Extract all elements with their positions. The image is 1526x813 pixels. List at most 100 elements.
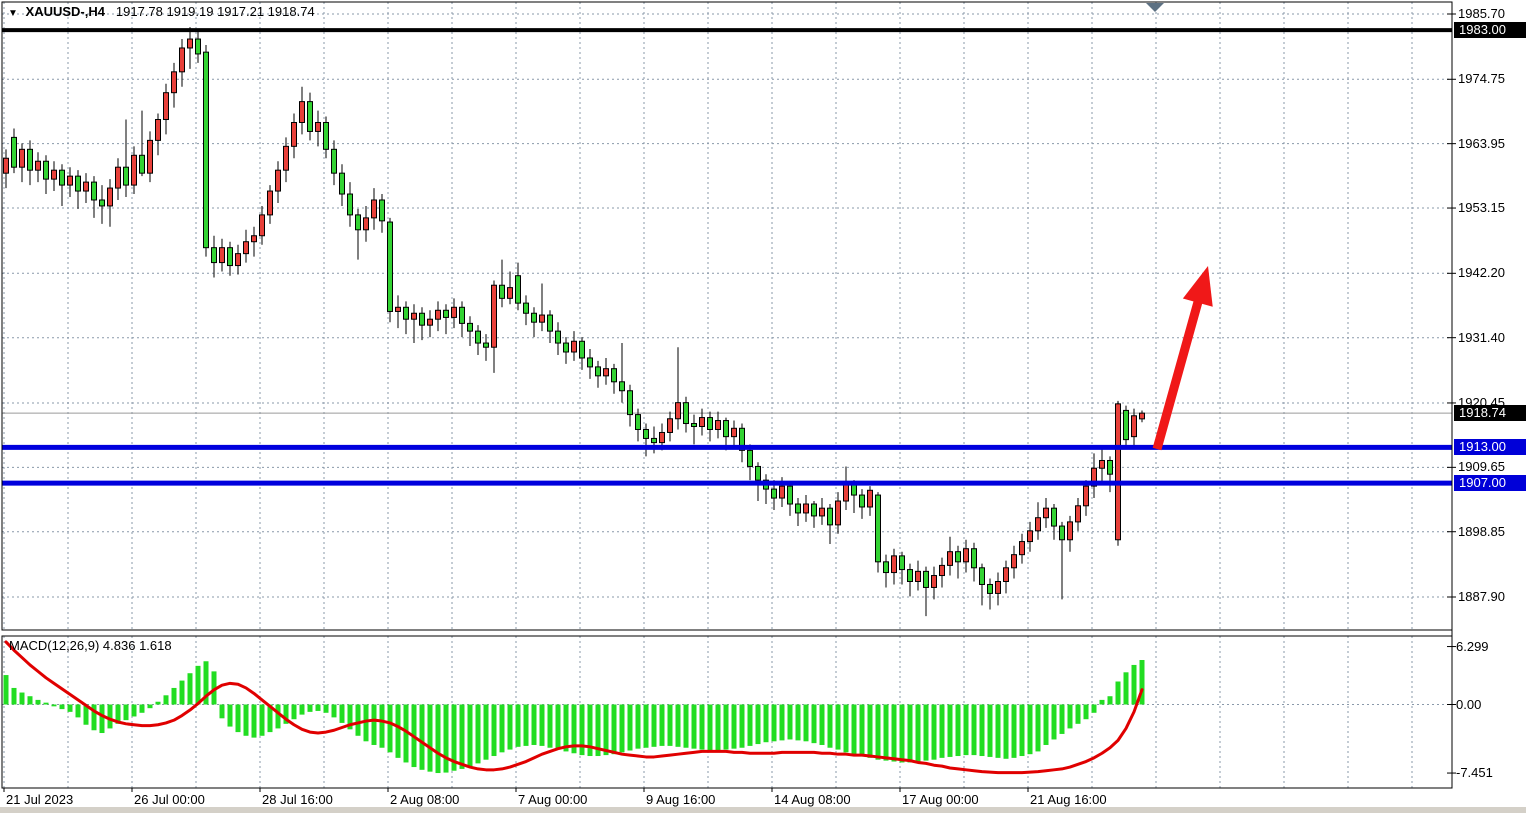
candle <box>379 199 385 222</box>
macd-histogram-bar <box>1003 704 1009 759</box>
macd-histogram-bar <box>131 704 137 717</box>
candle <box>931 575 937 588</box>
macd-histogram-bar <box>331 704 337 718</box>
macd-histogram-bar <box>107 704 113 729</box>
candle <box>83 181 89 192</box>
candle <box>291 121 297 147</box>
time-axis-label: 26 Jul 00:00 <box>134 792 205 807</box>
macd-histogram-bar <box>1035 704 1041 752</box>
macd-histogram-bar <box>387 704 393 753</box>
time-axis-label: 9 Aug 16:00 <box>646 792 716 807</box>
time-axis-label: 14 Aug 08:00 <box>774 792 851 807</box>
macd-histogram-bar <box>835 704 841 750</box>
macd-histogram-bar <box>851 704 857 755</box>
macd-histogram-bar <box>955 704 961 757</box>
candle <box>811 503 817 517</box>
candle <box>75 175 81 192</box>
candle <box>411 312 417 320</box>
candle <box>35 160 41 171</box>
candle <box>643 428 649 439</box>
candle <box>1083 485 1089 507</box>
candle <box>195 38 201 55</box>
macd-histogram-bar <box>51 704 57 707</box>
candle <box>547 314 553 332</box>
candle <box>51 169 57 180</box>
macd-histogram-bar <box>163 695 169 705</box>
price-axis-label: 1985.70 <box>1458 6 1505 21</box>
price-axis-label: 1931.40 <box>1458 329 1505 345</box>
candle <box>723 420 729 438</box>
candle <box>155 119 161 141</box>
macd-histogram-bar <box>755 704 761 745</box>
macd-histogram-bar <box>779 704 785 741</box>
macd-histogram-bar <box>907 704 913 763</box>
candle <box>747 449 753 467</box>
macd-indicator-label: MACD(12,26,9) 4.836 1.618 <box>9 638 172 653</box>
macd-histogram-bar <box>883 704 889 761</box>
macd-histogram-bar <box>627 704 633 751</box>
macd-histogram-bar <box>1123 672 1129 705</box>
macd-histogram-bar <box>427 704 433 772</box>
candle <box>995 580 1001 594</box>
candle <box>227 247 233 267</box>
macd-histogram-bar <box>811 704 817 744</box>
candle <box>1107 459 1113 475</box>
macd-axis-label: 6.299 <box>1456 638 1489 654</box>
candle <box>523 302 529 314</box>
macd-histogram-bar <box>867 704 873 758</box>
candle <box>555 330 561 344</box>
candle <box>683 402 689 425</box>
macd-histogram-bar <box>395 704 401 758</box>
candle <box>675 402 681 420</box>
price-axis-label: 1909.65 <box>1458 459 1505 475</box>
candle <box>947 551 953 566</box>
candle <box>251 235 257 243</box>
time-axis-label: 2 Aug 08:00 <box>390 792 460 807</box>
candle <box>27 148 33 171</box>
candle <box>499 284 505 299</box>
macd-histogram-bar <box>139 704 145 713</box>
candle <box>395 306 401 312</box>
candle <box>859 494 865 508</box>
time-axis-label: 17 Aug 00:00 <box>902 792 979 807</box>
macd-histogram-bar <box>35 699 41 705</box>
candle <box>1011 554 1017 569</box>
candle <box>483 342 489 348</box>
candle <box>387 221 393 312</box>
candle <box>1075 505 1081 523</box>
macd-histogram-bar <box>747 704 753 746</box>
macd-histogram-bar <box>739 704 745 748</box>
trend-arrow-head[interactable] <box>1182 266 1213 307</box>
price-axis-label: 1963.95 <box>1458 135 1505 151</box>
macd-histogram-bar <box>483 704 489 760</box>
candle <box>323 121 329 150</box>
macd-signal-line <box>4 640 1144 775</box>
candle <box>827 507 833 526</box>
price-axis-badge-1983.00: 1983.00 <box>1454 22 1526 39</box>
macd-histogram-bar <box>939 704 945 758</box>
candle <box>19 148 25 168</box>
candle <box>651 437 657 444</box>
macd-histogram-bar <box>1083 704 1089 720</box>
candle <box>99 199 105 207</box>
candle <box>1115 403 1121 541</box>
price-axis-badge-1918.74: 1918.74 <box>1454 405 1526 422</box>
macd-histogram-bar <box>195 665 201 705</box>
candle <box>515 275 521 304</box>
candle <box>563 342 569 353</box>
macd-histogram-bar <box>251 704 257 738</box>
candle <box>1059 525 1065 541</box>
macd-histogram-bar <box>571 704 577 754</box>
time-axis-label: 21 Aug 16:00 <box>1030 792 1107 807</box>
macd-histogram-bar <box>891 704 897 762</box>
price-axis-badge-1913.00: 1913.00 <box>1454 439 1526 456</box>
candle <box>955 551 961 563</box>
macd-histogram-bar <box>291 704 297 720</box>
candle <box>187 38 193 49</box>
symbol-dropdown-icon[interactable]: ▼ <box>8 8 18 19</box>
macd-histogram-bar <box>539 704 545 746</box>
macd-histogram-bar <box>611 704 617 755</box>
trend-arrow-shaft[interactable] <box>1152 295 1204 451</box>
